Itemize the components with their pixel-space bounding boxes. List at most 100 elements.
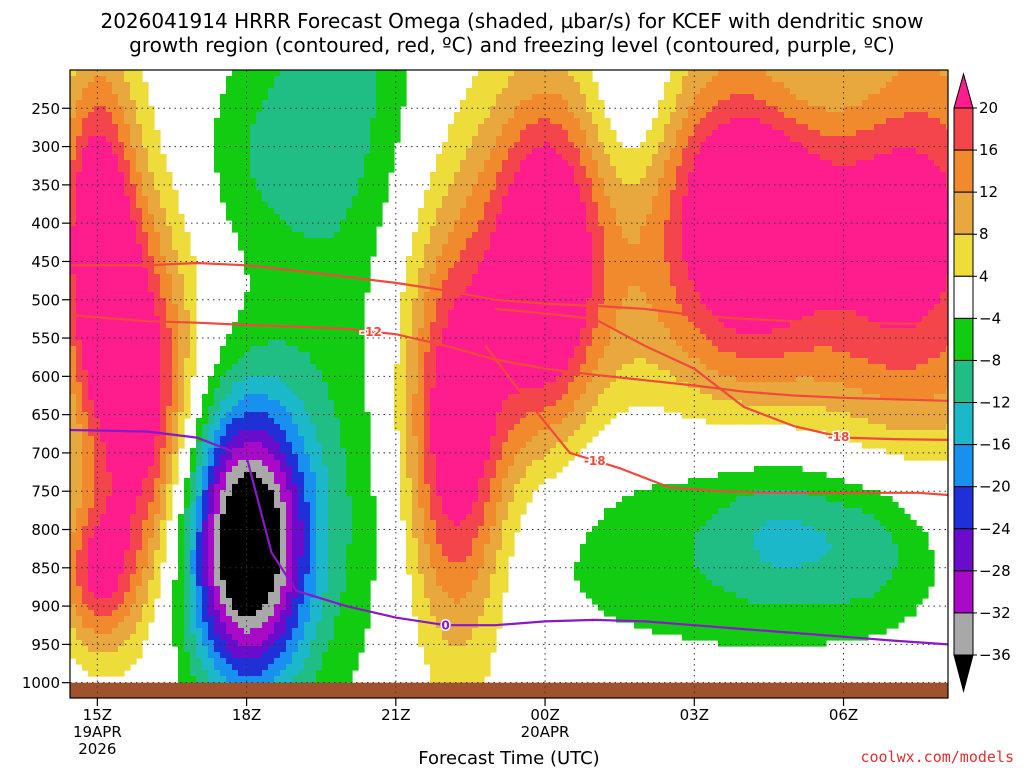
omega-cell — [466, 172, 473, 179]
omega-cell — [826, 184, 833, 191]
omega-cell — [832, 274, 839, 281]
omega-cell — [286, 262, 293, 269]
omega-cell — [88, 190, 95, 197]
omega-cell — [874, 292, 881, 299]
omega-cell — [700, 190, 707, 197]
omega-cell — [490, 166, 497, 173]
omega-cell — [772, 94, 779, 101]
omega-cell — [652, 262, 659, 269]
omega-cell — [574, 142, 581, 149]
omega-cell — [310, 76, 317, 83]
omega-cell — [334, 100, 341, 107]
omega-cell — [502, 196, 509, 203]
omega-cell — [790, 184, 797, 191]
omega-cell — [826, 268, 833, 275]
omega-cell — [682, 118, 689, 125]
omega-cell — [712, 220, 719, 227]
omega-cell — [904, 280, 911, 287]
omega-cell — [694, 298, 701, 305]
omega-cell — [670, 292, 677, 299]
omega-cell — [136, 160, 143, 167]
omega-cell — [688, 190, 695, 197]
omega-cell — [436, 232, 443, 239]
omega-cell — [226, 214, 233, 221]
omega-cell — [880, 196, 887, 203]
omega-cell — [640, 178, 647, 185]
omega-cell — [352, 178, 359, 185]
omega-cell — [802, 238, 809, 245]
omega-cell — [748, 238, 755, 245]
omega-cell — [904, 76, 911, 83]
omega-cell — [664, 190, 671, 197]
omega-cell — [226, 166, 233, 173]
omega-cell — [706, 76, 713, 83]
omega-cell — [466, 136, 473, 143]
omega-cell — [76, 148, 83, 155]
omega-cell — [826, 112, 833, 119]
omega-cell — [334, 76, 341, 83]
omega-cell — [322, 154, 329, 161]
omega-cell — [838, 172, 845, 179]
omega-cell — [850, 268, 857, 275]
omega-cell — [940, 238, 947, 245]
omega-cell — [718, 154, 725, 161]
omega-cell — [598, 286, 605, 293]
omega-cell — [772, 172, 779, 179]
omega-cell — [892, 82, 899, 89]
omega-cell — [916, 256, 923, 263]
omega-cell — [346, 154, 353, 161]
omega-cell — [622, 214, 629, 221]
omega-cell — [898, 286, 905, 293]
omega-cell — [220, 148, 227, 155]
omega-cell — [880, 130, 887, 137]
omega-cell — [136, 286, 143, 293]
omega-cell — [796, 298, 803, 305]
omega-cell — [676, 298, 683, 305]
omega-cell — [358, 100, 365, 107]
omega-cell — [868, 172, 875, 179]
omega-cell — [88, 166, 95, 173]
omega-cell — [676, 178, 683, 185]
omega-cell — [868, 286, 875, 293]
omega-cell — [454, 214, 461, 221]
omega-cell — [790, 166, 797, 173]
omega-cell — [244, 76, 251, 83]
omega-cell — [430, 214, 437, 221]
omega-cell — [562, 250, 569, 257]
omega-cell — [448, 298, 455, 305]
omega-cell — [286, 70, 293, 77]
omega-cell — [724, 100, 731, 107]
omega-cell — [292, 202, 299, 209]
omega-cell — [922, 256, 929, 263]
omega-cell — [652, 178, 659, 185]
omega-cell — [658, 118, 665, 125]
omega-cell — [412, 238, 419, 245]
omega-cell — [76, 130, 83, 137]
omega-cell — [106, 172, 113, 179]
omega-cell — [754, 256, 761, 263]
omega-cell — [814, 106, 821, 113]
omega-cell — [88, 202, 95, 209]
omega-cell — [778, 70, 785, 77]
omega-cell — [472, 250, 479, 257]
omega-cell — [466, 268, 473, 275]
omega-cell — [718, 112, 725, 119]
omega-cell — [292, 160, 299, 167]
omega-cell — [364, 178, 371, 185]
omega-cell — [310, 256, 317, 263]
omega-cell — [826, 154, 833, 161]
omega-cell — [316, 100, 323, 107]
omega-cell — [538, 118, 545, 125]
omega-cell — [112, 178, 119, 185]
omega-cell — [784, 214, 791, 221]
omega-cell — [340, 70, 347, 77]
omega-cell — [466, 298, 473, 305]
omega-cell — [502, 280, 509, 287]
omega-cell — [514, 292, 521, 299]
omega-cell — [748, 250, 755, 257]
omega-cell — [346, 196, 353, 203]
omega-cell — [130, 274, 137, 281]
omega-cell — [616, 280, 623, 287]
omega-cell — [784, 112, 791, 119]
omega-cell — [592, 142, 599, 149]
